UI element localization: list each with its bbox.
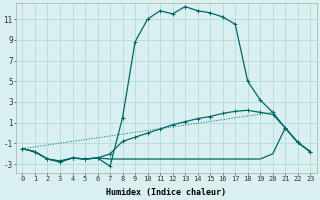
X-axis label: Humidex (Indice chaleur): Humidex (Indice chaleur): [106, 188, 226, 197]
